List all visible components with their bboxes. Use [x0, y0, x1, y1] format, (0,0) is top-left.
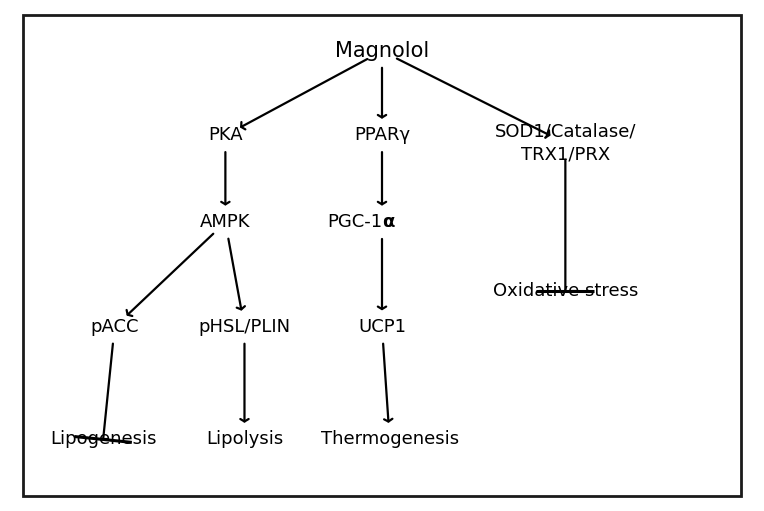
Text: PPARγ: PPARγ	[354, 126, 410, 145]
Text: Thermogenesis: Thermogenesis	[321, 430, 458, 449]
Text: Oxidative stress: Oxidative stress	[493, 282, 638, 300]
Text: UCP1: UCP1	[358, 318, 406, 336]
Text: pACC: pACC	[90, 318, 139, 336]
Text: SOD1/Catalase/
TRX1/PRX: SOD1/Catalase/ TRX1/PRX	[494, 123, 636, 163]
Text: Lipolysis: Lipolysis	[206, 430, 283, 449]
Text: Lipogenesis: Lipogenesis	[50, 430, 157, 449]
Text: pHSL/PLIN: pHSL/PLIN	[199, 318, 290, 336]
Text: PKA: PKA	[208, 126, 243, 145]
Text: PGC-1: PGC-1	[327, 213, 382, 231]
Text: Magnolol: Magnolol	[335, 41, 429, 61]
Text: AMPK: AMPK	[200, 213, 251, 231]
Text: α: α	[382, 213, 394, 231]
